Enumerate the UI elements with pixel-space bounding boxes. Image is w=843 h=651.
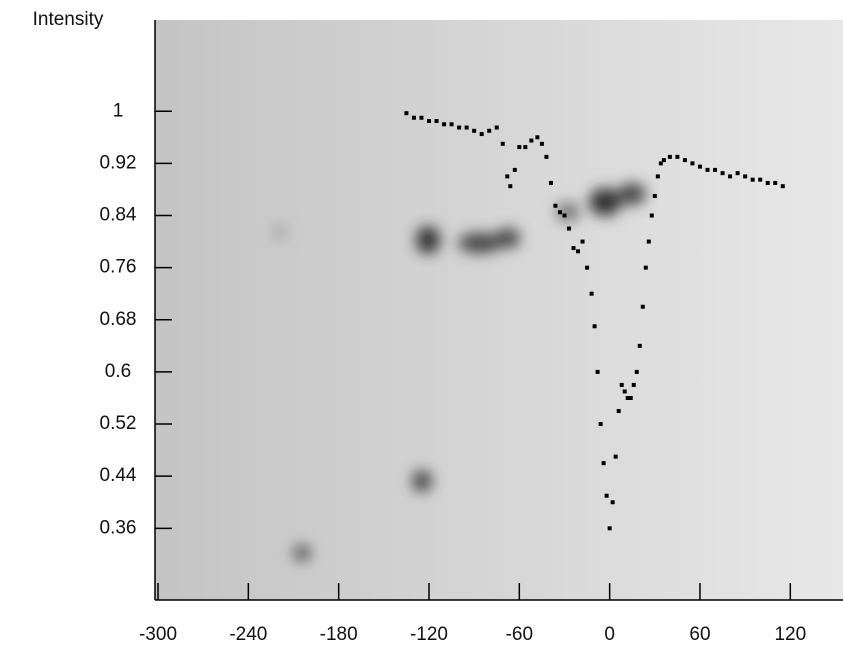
x-tick-label: 120 xyxy=(774,624,806,645)
data-point xyxy=(457,125,462,130)
data-point xyxy=(649,213,654,218)
data-point xyxy=(607,526,612,531)
data-point xyxy=(750,177,755,182)
data-point xyxy=(720,171,725,176)
data-point xyxy=(610,500,615,505)
data-point xyxy=(646,239,651,244)
data-point xyxy=(765,180,770,185)
data-point xyxy=(505,174,510,179)
data-point xyxy=(404,111,409,116)
y-tick-label: 0.92 xyxy=(100,152,137,173)
data-point xyxy=(690,161,695,166)
data-point xyxy=(675,154,680,159)
data-point xyxy=(622,389,627,394)
data-point xyxy=(643,265,648,270)
data-point xyxy=(773,180,778,185)
x-tick-label: -240 xyxy=(229,624,267,645)
y-axis-label: Intensity xyxy=(33,9,104,30)
data-point xyxy=(508,184,513,189)
data-point xyxy=(567,226,572,231)
data-point xyxy=(562,213,567,218)
y-tick-label: 0.84 xyxy=(100,205,137,226)
data-point xyxy=(667,154,672,159)
data-point xyxy=(523,145,528,150)
data-point xyxy=(419,115,424,120)
data-point xyxy=(557,210,562,215)
x-tick-label: -60 xyxy=(506,624,533,645)
data-point xyxy=(472,128,477,133)
data-point xyxy=(598,422,603,427)
data-point xyxy=(487,128,492,133)
data-point xyxy=(758,177,763,182)
image-spots xyxy=(272,183,646,561)
data-point xyxy=(553,203,558,208)
image-background xyxy=(155,20,843,600)
data-point xyxy=(613,454,618,459)
data-point xyxy=(682,158,687,163)
data-point xyxy=(780,184,785,189)
data-point xyxy=(500,141,505,146)
data-point xyxy=(494,125,499,130)
data-point xyxy=(512,167,517,172)
data-point xyxy=(544,154,549,159)
data-point xyxy=(479,132,484,137)
y-tick-label: 0.76 xyxy=(100,257,137,278)
x-tick-label: 0 xyxy=(604,624,615,645)
data-point xyxy=(571,246,576,251)
data-point xyxy=(616,409,621,414)
y-tick-label: 1 xyxy=(113,100,124,121)
data-point xyxy=(464,125,469,130)
data-point xyxy=(743,174,748,179)
y-tick-label: 0.36 xyxy=(100,517,137,538)
data-point xyxy=(539,141,544,146)
data-point xyxy=(625,395,630,400)
data-point xyxy=(580,239,585,244)
data-point xyxy=(697,164,702,169)
data-point xyxy=(411,115,416,120)
data-point xyxy=(705,167,710,172)
data-point xyxy=(735,171,740,176)
data-point xyxy=(658,161,663,166)
data-point xyxy=(576,249,581,254)
y-tick-label: 0.52 xyxy=(100,413,137,434)
data-point xyxy=(426,119,431,124)
y-tick-label: 0.68 xyxy=(100,309,137,330)
data-point xyxy=(637,343,642,348)
data-point xyxy=(548,180,553,185)
y-tick-label: 0.6 xyxy=(105,361,131,382)
y-tick-label: 0.44 xyxy=(100,465,137,486)
data-point xyxy=(449,122,454,127)
data-point xyxy=(652,193,657,198)
data-point xyxy=(585,265,590,270)
data-point xyxy=(634,369,639,374)
data-point xyxy=(655,174,660,179)
data-point xyxy=(604,493,609,498)
data-point xyxy=(628,395,633,400)
data-point xyxy=(592,324,597,329)
data-point xyxy=(529,138,534,143)
data-point xyxy=(713,167,718,172)
x-tick-label: 60 xyxy=(689,624,710,645)
data-point xyxy=(442,122,447,127)
x-tick-label: -300 xyxy=(139,624,177,645)
x-tick-label: -180 xyxy=(320,624,358,645)
data-point xyxy=(589,291,594,296)
data-point xyxy=(631,382,636,387)
data-point xyxy=(517,145,522,150)
data-point xyxy=(434,119,439,124)
data-point xyxy=(601,461,606,466)
data-point xyxy=(640,304,645,309)
data-point xyxy=(728,174,733,179)
data-point xyxy=(661,158,666,163)
data-point xyxy=(535,135,540,140)
data-point xyxy=(619,382,624,387)
data-point xyxy=(595,369,600,374)
x-tick-label: -120 xyxy=(410,624,448,645)
